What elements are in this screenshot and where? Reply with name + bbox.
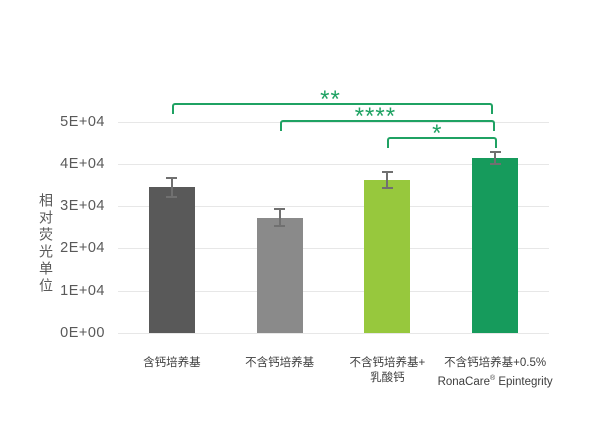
gridline <box>118 333 549 334</box>
bar <box>364 179 411 333</box>
x-category-label: 不含钙培养基+0.5% RonaCare® Epintegrity <box>437 357 553 388</box>
x-category-label: 不含钙培养基+ 乳酸钙 <box>349 357 426 384</box>
gridline <box>118 121 549 123</box>
x-category-label: 含钙培养基 <box>143 357 201 369</box>
gridline <box>118 206 549 208</box>
gridline <box>118 248 549 250</box>
significance-bracket <box>171 103 494 114</box>
bar <box>148 187 195 333</box>
error-bar <box>381 170 393 190</box>
significance-stars: * <box>432 120 443 147</box>
error-bar <box>489 150 501 166</box>
y-tick-label: 0E+00 <box>60 325 105 341</box>
significance-stars: ** <box>320 86 341 113</box>
bar <box>256 217 303 333</box>
significance-bracket <box>279 120 496 131</box>
y-tick-label: 2E+04 <box>60 240 105 257</box>
y-tick-label: 5E+04 <box>60 113 105 130</box>
gridline <box>118 290 549 292</box>
y-tick-label: 3E+04 <box>60 198 105 215</box>
y-tick-label: 1E+04 <box>60 282 105 299</box>
significance-bracket <box>387 137 498 148</box>
bar <box>472 157 519 333</box>
significance-stars: **** <box>354 103 397 130</box>
x-category-label: 不含钙培养基 <box>245 357 315 369</box>
error-bar <box>274 207 286 228</box>
error-bar <box>166 176 178 199</box>
y-axis-title: 相对荧光单位 <box>38 193 54 295</box>
y-tick-label: 4E+04 <box>60 155 105 172</box>
gridline <box>118 163 549 165</box>
